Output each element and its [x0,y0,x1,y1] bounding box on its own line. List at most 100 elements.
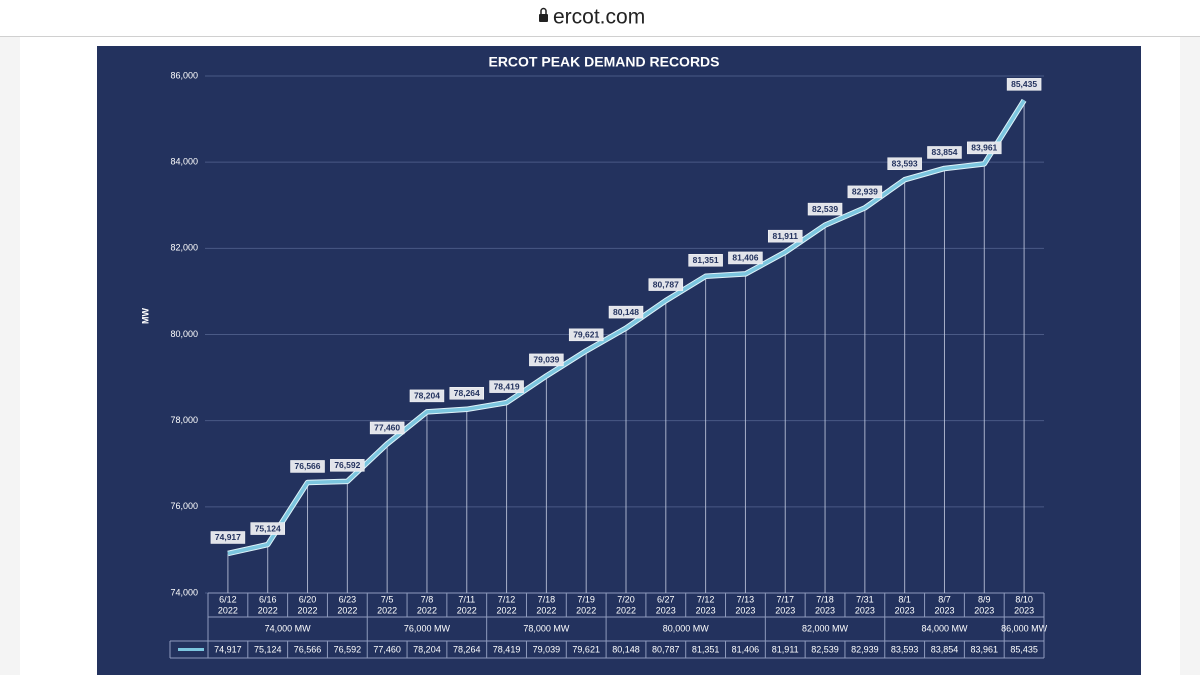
value-label: 83,961 [971,143,997,153]
value-label: 79,039 [533,355,559,365]
chart-panel [97,46,1141,675]
x-tick-year: 2022 [457,605,477,615]
x-tick-label: 7/19 [577,594,595,604]
value-label-box [767,229,803,243]
value-label-box [250,522,285,535]
value-label-box [449,387,485,400]
value-label: 78,204 [414,391,440,401]
x-tick-year: 2023 [696,605,716,615]
x-tick-label: 8/7 [938,594,951,604]
table-value: 83,961 [971,644,999,654]
table-value: 78,264 [453,644,481,654]
value-label: 83,593 [892,158,918,168]
value-label: 74,917 [215,532,241,542]
group-label: 86,000 MW [1001,623,1048,633]
lock-icon [539,7,548,22]
value-label-box [847,185,883,199]
x-tick-year: 2023 [855,605,875,615]
value-label-box [409,389,445,403]
x-tick-year: 2022 [576,605,596,615]
value-label-box [807,202,843,216]
x-tick-label: 6/20 [299,594,317,604]
table-value: 79,621 [572,644,600,654]
chart-title: ERCOT PEAK DEMAND RECORDS [488,54,719,70]
x-tick-year: 2022 [298,605,318,615]
group-label: 84,000 MW [921,623,968,633]
value-label-box [608,305,644,319]
x-tick-label: 7/18 [538,594,556,604]
x-tick-year: 2023 [1014,605,1034,615]
table-value: 83,593 [891,644,919,654]
x-tick-label: 6/23 [339,594,357,604]
value-label: 77,460 [374,423,400,433]
table-value: 76,592 [334,644,362,654]
x-tick-year: 2023 [656,605,676,615]
table-value: 81,351 [692,644,720,654]
plot: 74,000 76,000 78,000 80,000 82,000 84,000 86,0… [169,70,1048,659]
table-value: 77,460 [373,644,401,654]
x-tick-label: 7/8 [421,594,434,604]
value-label-box [290,460,325,473]
x-tick-label: 8/10 [1015,594,1033,604]
value-label: 76,566 [295,461,321,471]
x-tick-year: 2023 [974,605,994,615]
value-label-box [489,380,524,393]
value-label-box [369,421,405,435]
value-label: 78,419 [494,381,520,391]
y-tick-label: 80,000 [170,329,198,339]
x-tick-year: 2023 [934,605,954,615]
value-label: 85,435 [1011,79,1037,89]
value-label-box [210,531,246,544]
value-label: 80,787 [653,279,679,289]
x-tick-year: 2023 [895,605,915,615]
table-value: 78,419 [493,644,521,654]
table-value: 83,854 [931,644,959,654]
x-tick-label: 7/5 [381,594,394,604]
value-label: 76,592 [334,460,360,470]
x-tick-label: 7/18 [816,594,834,604]
x-tick-year: 2022 [536,605,556,615]
value-label-box [688,254,723,267]
y-tick-label: 76,000 [170,501,198,511]
x-tick-year: 2023 [735,605,755,615]
url[interactable]: ercot.com [553,6,645,29]
x-tick-label: 7/11 [458,594,475,604]
value-label-box [887,157,922,170]
x-tick-label: 8/9 [978,594,991,604]
value-label: 83,854 [931,147,957,157]
x-tick-year: 2022 [417,605,437,615]
x-tick-label: 7/12 [498,594,516,604]
value-label-box [728,251,763,265]
address-bar [0,0,1200,36]
value-label: 79,621 [573,330,599,340]
group-label: 76,000 MW [404,623,451,633]
x-tick-label: 7/31 [856,594,874,604]
group-label: 78,000 MW [523,623,570,633]
table-value: 81,406 [732,644,760,654]
table-value: 82,939 [851,644,879,654]
value-label: 80,148 [613,307,639,317]
value-label-box [529,353,564,367]
table-value: 78,204 [413,644,441,654]
table-value: 74,917 [214,644,242,654]
table-value: 82,539 [811,644,839,654]
x-tick-label: 7/13 [737,594,755,604]
y-tick-label: 84,000 [170,157,198,167]
x-tick-label: 7/20 [617,594,635,604]
x-tick-label: 6/16 [259,594,277,604]
x-tick-year: 2022 [218,605,238,615]
table-value: 85,435 [1010,644,1038,654]
table-value: 75,124 [254,644,282,654]
x-tick-year: 2023 [815,605,835,615]
group-label: 82,000 MW [802,623,849,633]
table-value: 80,148 [612,644,640,654]
y-axis-label: MW [140,308,150,324]
value-label: 75,124 [255,523,281,533]
value-label: 78,264 [454,388,480,398]
group-label: 74,000 MW [265,623,312,633]
table-value: 79,039 [533,644,561,654]
x-tick-year: 2022 [377,605,397,615]
x-tick-label: 8/1 [898,594,911,604]
x-tick-year: 2022 [497,605,517,615]
